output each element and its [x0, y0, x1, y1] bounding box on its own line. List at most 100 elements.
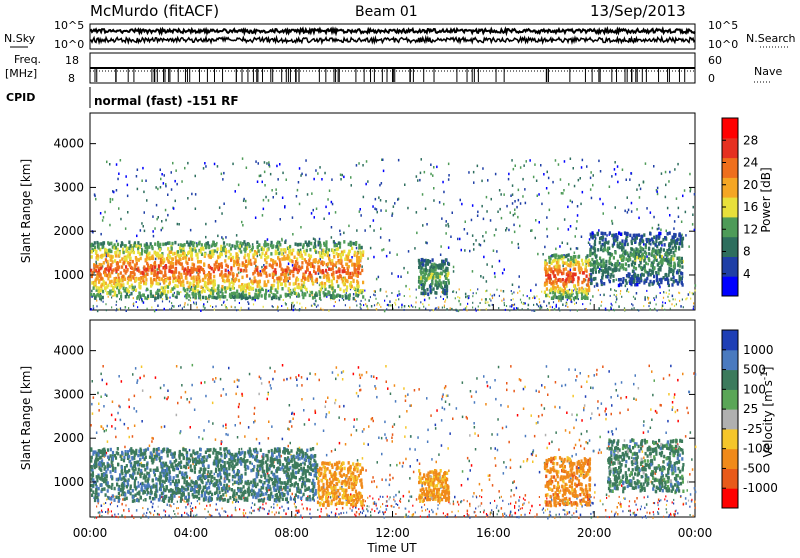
- date-title: 13/Sep/2013: [590, 2, 686, 20]
- scatter-cell: [580, 445, 582, 448]
- echo-cell: [95, 264, 97, 268]
- scatter-cell: [337, 374, 339, 377]
- echo-cell: [305, 260, 307, 264]
- echo-cell: [576, 296, 578, 300]
- scatter-cell: [565, 384, 567, 387]
- echo-cell: [633, 254, 635, 257]
- ground-scatter-cell: [584, 308, 585, 310]
- scatter-cell: [694, 501, 696, 504]
- scatter-cell: [616, 428, 618, 431]
- echo-cell: [436, 281, 438, 285]
- echo-cell: [263, 268, 265, 272]
- ground-scatter-cell: [111, 306, 112, 308]
- scatter-cell: [511, 241, 513, 244]
- scatter-cell: [477, 211, 479, 214]
- scatter-cell: [480, 275, 482, 278]
- scatter-cell: [615, 173, 617, 176]
- echo-cell: [578, 268, 580, 272]
- scatter-cell: [531, 505, 533, 508]
- ground-scatter-cell: [365, 303, 366, 305]
- ground-scatter-cell: [499, 295, 500, 297]
- ground-scatter-cell: [615, 301, 616, 303]
- echo-cell: [618, 278, 620, 282]
- scatter-cell: [561, 192, 563, 195]
- scatter-cell: [475, 391, 477, 394]
- ground-scatter-cell: [440, 296, 441, 298]
- scatter-cell: [403, 387, 405, 390]
- ground-scatter-cell: [610, 295, 611, 297]
- scatter-cell: [685, 234, 687, 237]
- scatter-cell: [567, 242, 569, 245]
- ground-scatter-cell: [682, 299, 683, 301]
- echo-cell: [432, 258, 434, 262]
- scatter-cell: [374, 480, 376, 483]
- scatter-cell: [142, 167, 144, 170]
- scatter-cell: [95, 261, 97, 264]
- echo-cell: [562, 292, 564, 296]
- scatter-cell: [460, 199, 462, 202]
- echo-cell: [120, 271, 122, 275]
- scatter-cell: [351, 256, 353, 259]
- echo-cell: [615, 262, 617, 266]
- scatter-cell: [239, 403, 241, 406]
- echo-cell: [171, 242, 173, 246]
- echo-cell: [136, 296, 138, 300]
- scatter-cell: [329, 190, 331, 193]
- scatter-cell: [599, 198, 601, 201]
- echo-cell: [567, 271, 569, 275]
- scatter-cell: [606, 494, 608, 497]
- scatter-cell: [461, 484, 463, 487]
- echo-cell: [337, 284, 339, 288]
- echo-cell: [207, 278, 209, 282]
- echo-cell: [165, 274, 167, 278]
- scatter-cell: [500, 193, 502, 196]
- echo-cell: [656, 279, 658, 283]
- echo-cell: [150, 281, 152, 285]
- echo-cell: [675, 279, 677, 283]
- scatter-cell: [314, 423, 316, 426]
- echo-cell: [319, 296, 321, 300]
- echo-cell: [445, 277, 447, 281]
- scatter-cell: [187, 197, 189, 200]
- echo-cell: [594, 249, 596, 253]
- echo-cell: [277, 247, 279, 251]
- scatter-cell: [685, 497, 687, 500]
- scatter-cell: [374, 208, 376, 211]
- y-tick-label: 1000: [53, 268, 84, 282]
- ground-scatter-cell: [96, 305, 97, 307]
- scatter-cell: [549, 209, 551, 212]
- echo-cell: [349, 250, 351, 254]
- echo-cell: [181, 276, 183, 280]
- scatter-cell: [161, 426, 163, 429]
- echo-cell: [236, 259, 238, 263]
- echo-cell: [115, 246, 117, 250]
- echo-cell: [575, 259, 577, 263]
- scatter-cell: [152, 230, 154, 233]
- echo-cell: [258, 293, 260, 297]
- echo-cell: [568, 280, 570, 284]
- scatter-cell: [436, 166, 438, 169]
- scatter-cell: [668, 393, 670, 396]
- scatter-cell: [490, 386, 492, 389]
- scatter-cell: [143, 375, 145, 378]
- scatter-cell: [389, 239, 391, 242]
- ground-scatter-cell: [527, 295, 528, 297]
- scatter-cell: [687, 481, 689, 484]
- echo-cell: [586, 274, 588, 278]
- echo-cell: [174, 241, 176, 245]
- echo-cell: [249, 250, 251, 254]
- echo-cell: [204, 281, 206, 285]
- scatter-cell: [98, 403, 100, 406]
- echo-cell: [263, 271, 265, 275]
- echo-cell: [439, 275, 441, 279]
- scatter-cell: [121, 514, 123, 517]
- echo-cell: [640, 276, 642, 280]
- scatter-cell: [539, 221, 541, 224]
- ground-scatter-cell: [693, 308, 694, 310]
- echo-cell: [173, 271, 175, 275]
- scatter-cell: [433, 199, 435, 202]
- echo-cell: [624, 243, 626, 247]
- scatter-cell: [407, 271, 409, 274]
- echo-cell: [447, 279, 449, 283]
- echo-cell: [670, 259, 672, 263]
